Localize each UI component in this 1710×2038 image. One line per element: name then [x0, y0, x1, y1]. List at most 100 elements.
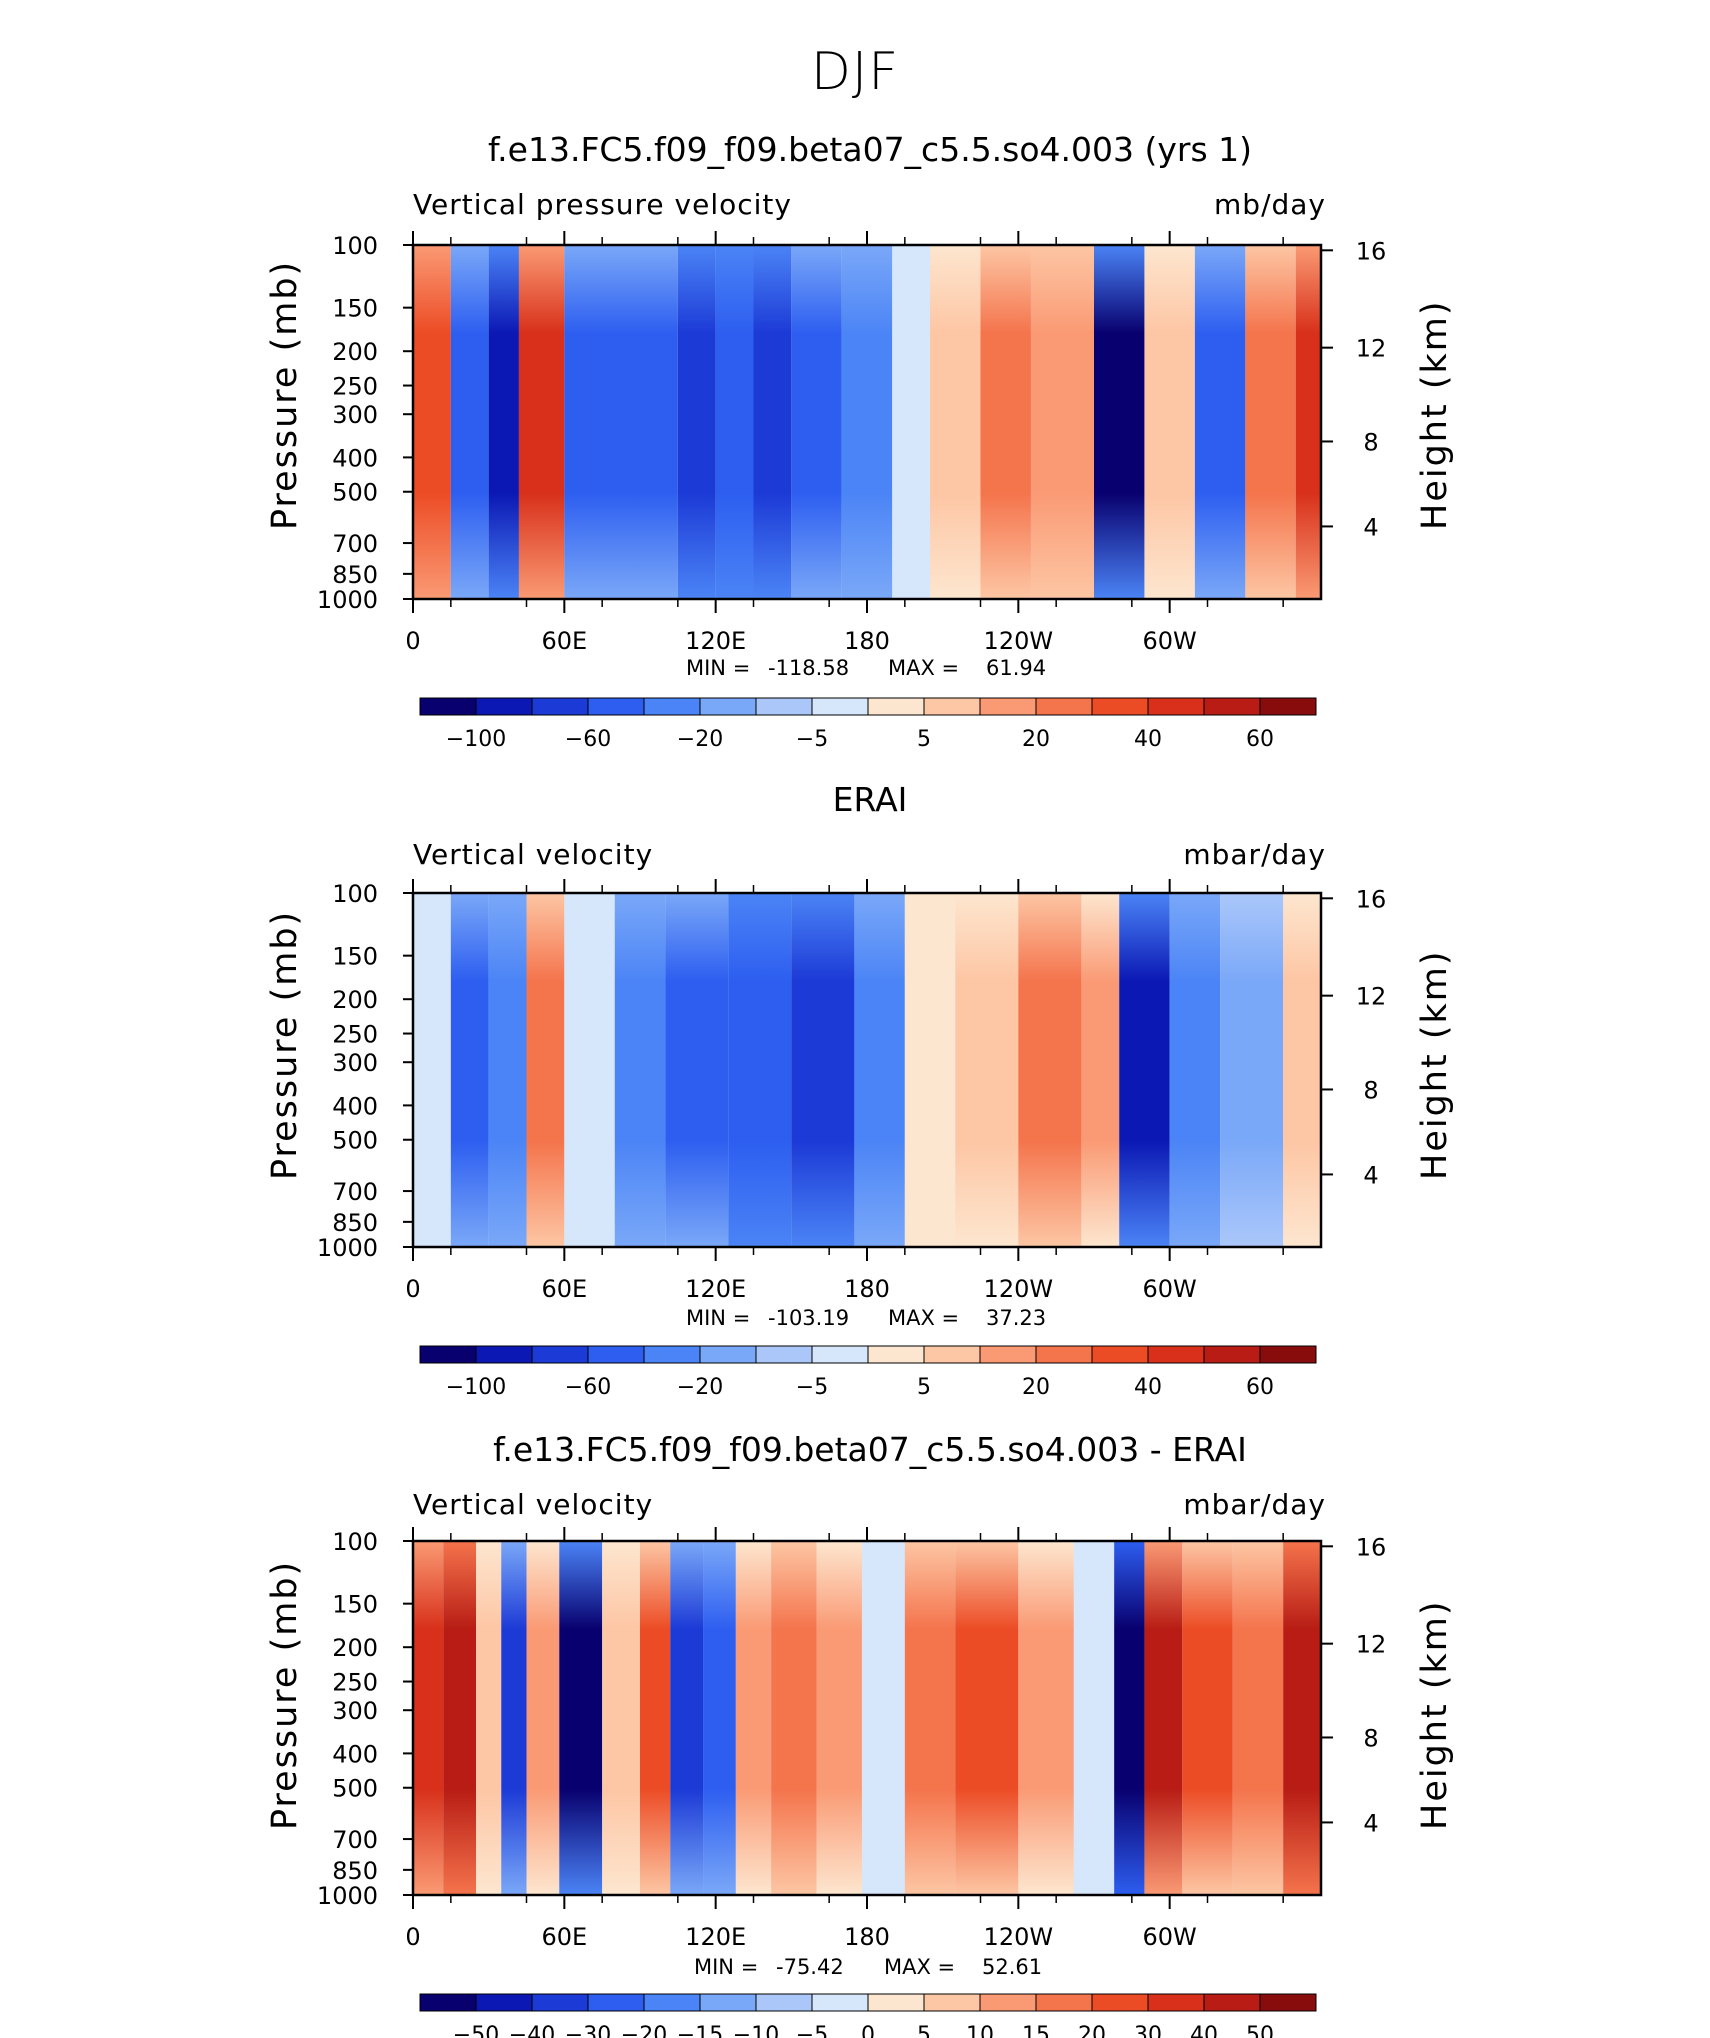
panel-2-colorbar-swatch: [419, 1345, 477, 1364]
panel-3-colorbar-label: −30: [565, 2023, 611, 2038]
panel-3-y-tick-label: 400: [332, 1740, 378, 1768]
panel-3-y-tick-label: 150: [332, 1591, 378, 1619]
panel-1-data-column: [980, 245, 1031, 599]
panel-3-colorbar-label: 50: [1246, 2023, 1274, 2038]
panel-2-data-column: [1220, 893, 1284, 1247]
panel-1-x-tick-label: 60W: [1143, 627, 1197, 655]
panel-3-x-tick-label: 60W: [1143, 1923, 1197, 1951]
panel-2-colorbar-swatch: [1203, 1345, 1261, 1364]
panel-2-x-tick-label: 120E: [685, 1275, 746, 1303]
panel-3-colorbar-label: −5: [796, 2023, 828, 2038]
panel-2-data-column: [614, 893, 666, 1247]
panel-1-right-tick-label: 4: [1363, 513, 1378, 541]
panel-1-colorbar-label: −20: [677, 727, 723, 752]
panel-2-y-tick-label: 150: [332, 943, 378, 971]
panel-1-colorbar-swatch: [587, 697, 645, 716]
figure-title: DJF: [810, 42, 900, 102]
panel-2-colorbar-swatch: [475, 1345, 533, 1364]
panel-2-x-tick-label: 60E: [541, 1275, 587, 1303]
panel-3-min-label: MIN =: [694, 1955, 759, 1979]
panel-1-min-value: -118.58: [768, 656, 850, 680]
panel-3-colorbar-label: 5: [917, 2023, 931, 2038]
panel-1-data-column: [1030, 245, 1094, 599]
panel-3-x-tick-label: 120E: [685, 1923, 746, 1951]
panel-3-colorbar-swatch: [1035, 1993, 1093, 2012]
panel-3-colorbar-swatch: [643, 1993, 701, 2012]
panel-1-data-column: [1144, 245, 1195, 599]
panel-2-colorbar-label: −5: [796, 1375, 828, 1400]
panel-1-colorbar-swatch: [923, 697, 981, 716]
panel-2-y-tick-label: 100: [332, 880, 378, 908]
panel-1-colorbar-label: 60: [1246, 727, 1274, 752]
panel-3-y-tick-label: 850: [332, 1857, 378, 1885]
panel-1-colorbar-swatch: [979, 697, 1037, 716]
panel-3-title: f.e13.FC5.f09_f09.beta07_c5.5.so4.003 - …: [493, 1430, 1247, 1469]
panel-1-colorbar-swatch: [811, 697, 869, 716]
panel-1-colorbar-label: −60: [565, 727, 611, 752]
panel-2-data-column: [526, 893, 565, 1247]
panel-3-colorbar-label: −50: [453, 2023, 499, 2038]
panel-2-data-column: [488, 893, 527, 1247]
panel-2-colorbar-swatch: [755, 1345, 813, 1364]
panel-3-y-tick-label: 300: [332, 1697, 378, 1725]
panel-1-min-label: MIN =: [686, 656, 751, 680]
panel-1-data-column: [715, 245, 754, 599]
panel-1-data-column: [518, 245, 565, 599]
panel-3-units: mbar/day: [1183, 1488, 1326, 1521]
panel-3-colorbar-swatch: [1259, 1993, 1317, 2012]
panel-3-colorbar-swatch: [699, 1993, 757, 2012]
panel-3-right-tick-label: 16: [1356, 1533, 1387, 1561]
panel-3-colorbar-swatch: [811, 1993, 869, 2012]
panel-3-y-tick-label: 100: [332, 1528, 378, 1556]
panel-3-colorbar-swatch: [587, 1993, 645, 2012]
panel-1-colorbar-label: −100: [446, 727, 506, 752]
panel-2-colorbar-swatch: [699, 1345, 757, 1364]
panel-3-data-column: [703, 1541, 736, 1895]
panel-1-colorbar-swatch: [531, 697, 589, 716]
panel-2-colorbar-swatch: [1091, 1345, 1149, 1364]
panel-3-colorbar-swatch: [755, 1993, 813, 2012]
panel-3-data-column: [735, 1541, 772, 1895]
panel-1-x-tick-label: 120E: [685, 627, 746, 655]
panel-2-colorbar-label: −60: [565, 1375, 611, 1400]
panel-3-max-label: MAX =: [884, 1955, 956, 1979]
panel-1-y-tick-label: 400: [332, 444, 378, 472]
panel-3-colorbar-label: 0: [861, 2023, 875, 2038]
panel-1-data-column: [564, 245, 640, 599]
panel-3-data-column: [1283, 1541, 1321, 1895]
panel-3-data-column: [501, 1541, 527, 1895]
panel-1-data-column: [841, 245, 893, 599]
panel-3-colorbar-label: −40: [509, 2023, 555, 2038]
panel-3-data-column: [413, 1541, 444, 1895]
panel-1-colorbar-swatch: [643, 697, 701, 716]
panel-2-y-tick-label: 250: [332, 1021, 378, 1049]
panel-2-data-column: [1169, 893, 1221, 1247]
panel-2-x-tick-label: 60W: [1143, 1275, 1197, 1303]
panel-3-x-tick-label: 180: [844, 1923, 890, 1951]
panel-1-title: f.e13.FC5.f09_f09.beta07_c5.5.so4.003 (y…: [487, 130, 1253, 169]
panel-3-x-tick-label: 60E: [541, 1923, 587, 1951]
panel-3-right-tick-label: 12: [1356, 1631, 1387, 1659]
panel-3-data-column: [640, 1541, 671, 1895]
panel-3-y-tick-label: 500: [332, 1775, 378, 1803]
panel-3-data-column: [955, 1541, 1019, 1895]
panel-1-data-column: [1295, 245, 1321, 599]
panel-1-colorbar-swatch: [419, 697, 477, 716]
panel-3-data-column: [1114, 1541, 1145, 1895]
panel-2-colorbar-swatch: [531, 1345, 589, 1364]
panel-1-colorbar-swatch: [699, 697, 757, 716]
panel-2-colorbar-swatch: [811, 1345, 869, 1364]
panel-1-colorbar-swatch: [1203, 697, 1261, 716]
panel-2-colorbar-swatch: [1035, 1345, 1093, 1364]
panel-2-colorbar-swatch: [1147, 1345, 1205, 1364]
panel-1-y-tick-label: 200: [332, 338, 378, 366]
panel-3-colorbar-label: −20: [621, 2023, 667, 2038]
panel-2-colorbar-label: 5: [917, 1375, 931, 1400]
panel-2-data-column: [665, 893, 729, 1247]
panel-1-y-tick-label: 850: [332, 561, 378, 589]
panel-2-data-column: [728, 893, 792, 1247]
panel-3-data-column: [1232, 1541, 1284, 1895]
panel-3-colorbar-swatch: [1203, 1993, 1261, 2012]
panel-1-colorbar-swatch: [1147, 697, 1205, 716]
